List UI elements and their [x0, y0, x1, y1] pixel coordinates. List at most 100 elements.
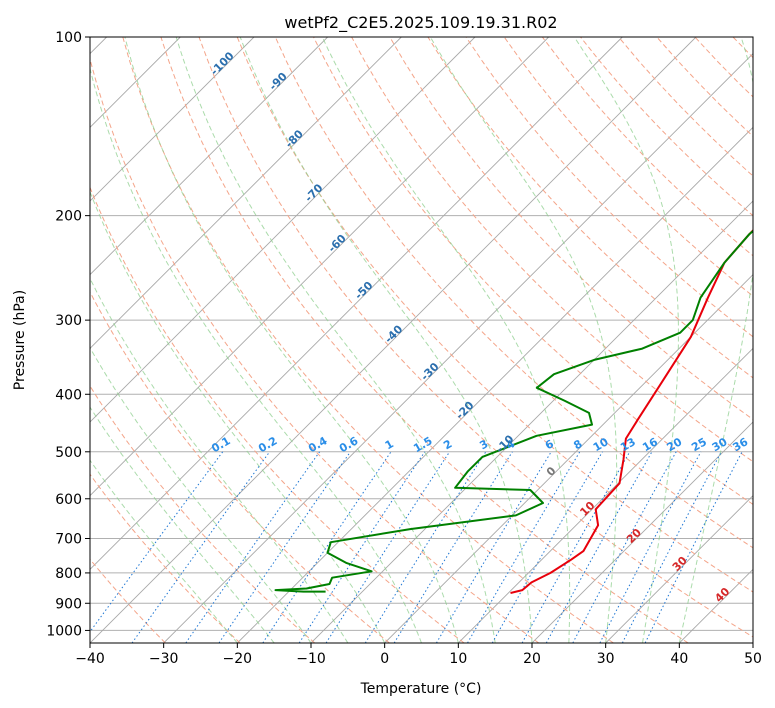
isotherm-label: -20: [453, 399, 476, 422]
dry-adiabat-line: [274, 37, 753, 549]
dry-adiabat-line: [122, 37, 614, 643]
mixing-ratio-line: [521, 451, 631, 643]
dry-adiabat-line: [90, 57, 540, 643]
y-tick-label: 800: [55, 566, 82, 582]
mixing-ratio-line: [218, 451, 351, 643]
x-tick-label: 30: [597, 651, 615, 667]
y-tick-label: 700: [55, 532, 82, 548]
y-tick-label: 300: [55, 313, 82, 329]
plot-frame: [89, 36, 754, 644]
dry-adiabat-line: [541, 37, 753, 257]
isotherm-line: [458, 347, 753, 643]
isotherm-line: [90, 37, 402, 349]
isotherm-label: -100: [208, 49, 237, 78]
mixing-ratio-line: [325, 451, 451, 643]
dry-adiabat-line: [90, 290, 390, 643]
x-tick-label: −20: [223, 651, 253, 667]
mixing-ratio-line: [545, 451, 653, 643]
moist-adiabat-line: [90, 346, 312, 643]
y-tick-label: 900: [55, 596, 82, 612]
isotherm-line: [384, 274, 753, 643]
dry-adiabat-line: [198, 37, 753, 638]
x-tick-label: 10: [449, 651, 467, 667]
isotherm-label: -80: [283, 127, 306, 150]
mixing-ratio-line: [262, 451, 392, 643]
isotherm-line: [90, 37, 697, 643]
dry-adiabat-line: [427, 37, 753, 379]
profile-lines: [274, 229, 753, 594]
moist-adiabat-line: [239, 37, 533, 643]
x-tick-label: 0: [380, 651, 389, 667]
axes: −40 −30 −20 −10 0 10 20 30 40 50 100 200 300 400 500 60…: [46, 30, 762, 667]
moist-adiabat-line: [90, 459, 238, 643]
temperature-profile-line: [510, 229, 753, 594]
moist-adiabat-line: [90, 406, 275, 643]
dry-adiabat-line: [656, 37, 753, 138]
dry-adiabat-line: [236, 37, 753, 593]
mixing-ratio-line: [644, 451, 743, 643]
mixing-ratio-line: [298, 451, 426, 643]
dry-adiabat-line: [160, 37, 689, 643]
moist-adiabat-line: [124, 37, 459, 643]
isotherm-line: [90, 37, 255, 202]
dry-adiabat-line: [351, 37, 753, 463]
x-tick-label: 40: [670, 651, 688, 667]
isotherm-label: -60: [326, 232, 349, 255]
moist-adiabat-line: [175, 37, 496, 643]
moist-adiabat-line: [90, 277, 349, 643]
isotherm-label: -50: [352, 279, 375, 302]
dry-adiabat-line: [694, 37, 753, 98]
isotherm-line: [90, 37, 549, 497]
isotherm-line: [163, 53, 753, 643]
dry-adiabat-line: [465, 37, 753, 338]
y-tick-label: 100: [55, 30, 82, 46]
dry-adiabat-line: [90, 186, 465, 643]
y-axis-title: Pressure (hPa): [12, 290, 28, 390]
y-tick-label: 500: [55, 445, 82, 461]
isotherm-line: [90, 37, 623, 570]
mixing-ratio-label: 2: [441, 437, 454, 452]
x-tick-label: −30: [149, 651, 179, 667]
moist-adiabat-line: [678, 37, 753, 643]
chart-title: wetPf2_C2E5.2025.109.19.31.R02: [284, 13, 557, 33]
isotherm-label: 10: [577, 499, 597, 519]
mixing-ratio-line: [364, 451, 487, 643]
isotherm-line: [605, 495, 753, 643]
x-axis-title: Temperature (°C): [360, 681, 482, 697]
y-tick-label: 400: [55, 387, 82, 403]
mixing-ratio-line: [185, 451, 321, 643]
y-tick-label: 200: [55, 209, 82, 225]
isotherm-label: 20: [624, 526, 644, 546]
moist-adiabat-line: [573, 37, 679, 643]
isotherm-line: [310, 200, 753, 643]
isotherm-label: -90: [267, 70, 290, 93]
dewpoint-profile-line: [274, 229, 753, 593]
moist-adiabat-line: [321, 37, 571, 643]
x-tick-label: 20: [523, 651, 541, 667]
mixing-ratio-line: [131, 451, 271, 643]
isotherm-label: -70: [302, 181, 325, 204]
dry-adiabat-line: [90, 473, 241, 643]
mixing-ratio-line: [90, 451, 224, 633]
moist-adiabat-line: [90, 190, 386, 643]
isotherm-line: [531, 421, 753, 643]
isotherm-line: [679, 568, 753, 643]
mixing-ratio-line: [599, 451, 702, 643]
dry-adiabat-line: [503, 37, 753, 297]
mixing-ratio-line: [572, 451, 677, 643]
isotherm-line: [90, 37, 476, 423]
x-tick-label: −40: [75, 651, 105, 667]
isotherm-label: -30: [418, 360, 441, 383]
dry-adiabat-line: [580, 37, 753, 217]
mixing-ratio-label: 1: [383, 437, 396, 452]
y-tick-label: 1000: [46, 623, 82, 639]
isotherm-line: [752, 642, 753, 643]
mixing-ratio-line: [621, 451, 722, 643]
isotherm-label: 40: [712, 585, 732, 605]
isotherm-label: 30: [670, 554, 690, 574]
dry-adiabat-line: [90, 558, 166, 643]
x-tick-label: 50: [744, 651, 762, 667]
moist-adiabat-line: [90, 66, 422, 643]
x-tick-label: −10: [296, 651, 326, 667]
